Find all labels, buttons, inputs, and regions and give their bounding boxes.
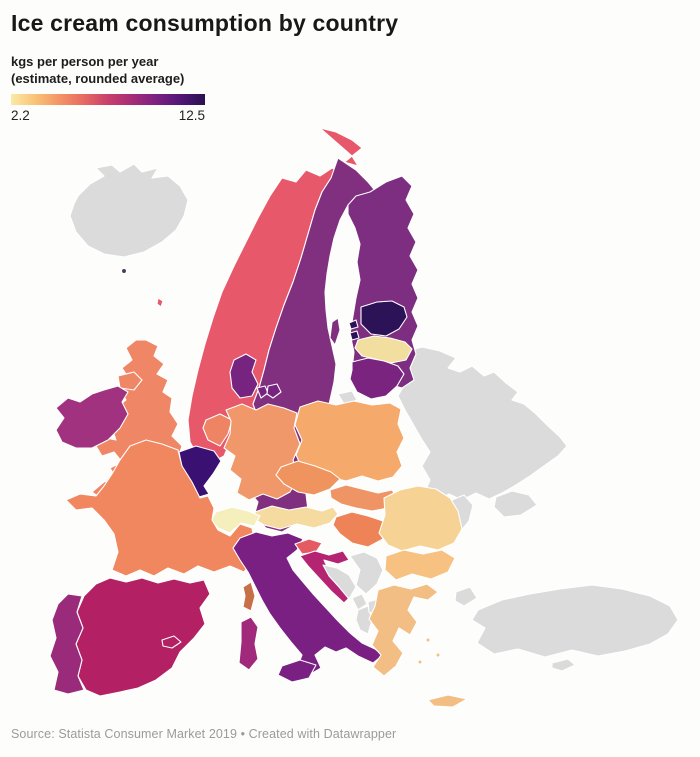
country-cyprus[interactable] [551, 658, 576, 672]
country-slovenia[interactable] [294, 538, 323, 555]
country-france[interactable] [65, 439, 255, 577]
country-montenegro[interactable] [351, 593, 368, 611]
country-portugal[interactable] [49, 593, 85, 695]
page-title: Ice cream consumption by country [11, 10, 399, 36]
legend-max-label: 12.5 [178, 107, 205, 123]
island-aegean-2[interactable] [435, 652, 441, 658]
country-turkey[interactable] [471, 584, 679, 658]
legend-title-line1: kgs per person per year [11, 54, 159, 70]
country-denmark[interactable] [229, 353, 259, 399]
island-shetland[interactable] [156, 297, 164, 308]
country-crimea[interactable] [493, 490, 538, 518]
country-romania[interactable] [378, 485, 463, 552]
faroe-islands[interactable] [120, 267, 128, 275]
island-gotland[interactable] [329, 317, 341, 346]
country-latvia[interactable] [354, 335, 413, 364]
legend-title-line2: (estimate, rounded average) [11, 70, 185, 86]
island-aegean-1[interactable] [425, 637, 431, 643]
country-austria[interactable] [253, 505, 339, 530]
island-aegean-3[interactable] [417, 659, 423, 665]
header: Ice cream consumption by country kgs per… [0, 0, 700, 123]
country-bulgaria[interactable] [384, 549, 456, 581]
country-lithuania[interactable] [349, 357, 405, 400]
country-italy[interactable] [232, 531, 384, 676]
country-bosnia[interactable] [322, 564, 357, 600]
country-netherlands[interactable] [202, 413, 233, 447]
island-mallorca[interactable] [161, 635, 182, 649]
island-crete[interactable] [427, 694, 468, 708]
legend-min-label: 2.2 [11, 107, 30, 123]
island-sardinia[interactable] [238, 616, 259, 671]
island-sicily[interactable] [277, 659, 317, 683]
country-turkey-thrace[interactable] [454, 586, 478, 607]
country-czechia[interactable] [275, 460, 341, 496]
legend-title: kgs per person per year (estimate, round… [11, 54, 688, 87]
country-spain[interactable] [75, 577, 211, 697]
footer: Source: Statista Consumer Market 2019 • … [11, 725, 396, 743]
island-saaremaa[interactable] [348, 319, 359, 330]
country-estonia[interactable] [360, 300, 408, 337]
legend-gradient-bar [11, 93, 205, 105]
legend: kgs per person per year (estimate, round… [11, 54, 688, 123]
island-hiiumaa[interactable] [349, 330, 360, 341]
country-russia-belarus-ukraine[interactable] [397, 346, 568, 502]
source-text: Source: Statista Consumer Market 2019 • … [11, 727, 397, 741]
country-serbia[interactable] [349, 551, 384, 595]
island-corsica[interactable] [242, 581, 256, 612]
legend-scale: 2.2 12.5 [11, 108, 205, 123]
island-zealand[interactable] [266, 383, 282, 399]
country-kaliningrad[interactable] [337, 390, 358, 405]
country-iceland[interactable] [69, 163, 189, 258]
country-greece[interactable] [368, 583, 439, 677]
region-northern-ireland[interactable] [117, 371, 143, 391]
country-ireland[interactable] [55, 385, 129, 449]
country-finland[interactable] [347, 175, 419, 391]
